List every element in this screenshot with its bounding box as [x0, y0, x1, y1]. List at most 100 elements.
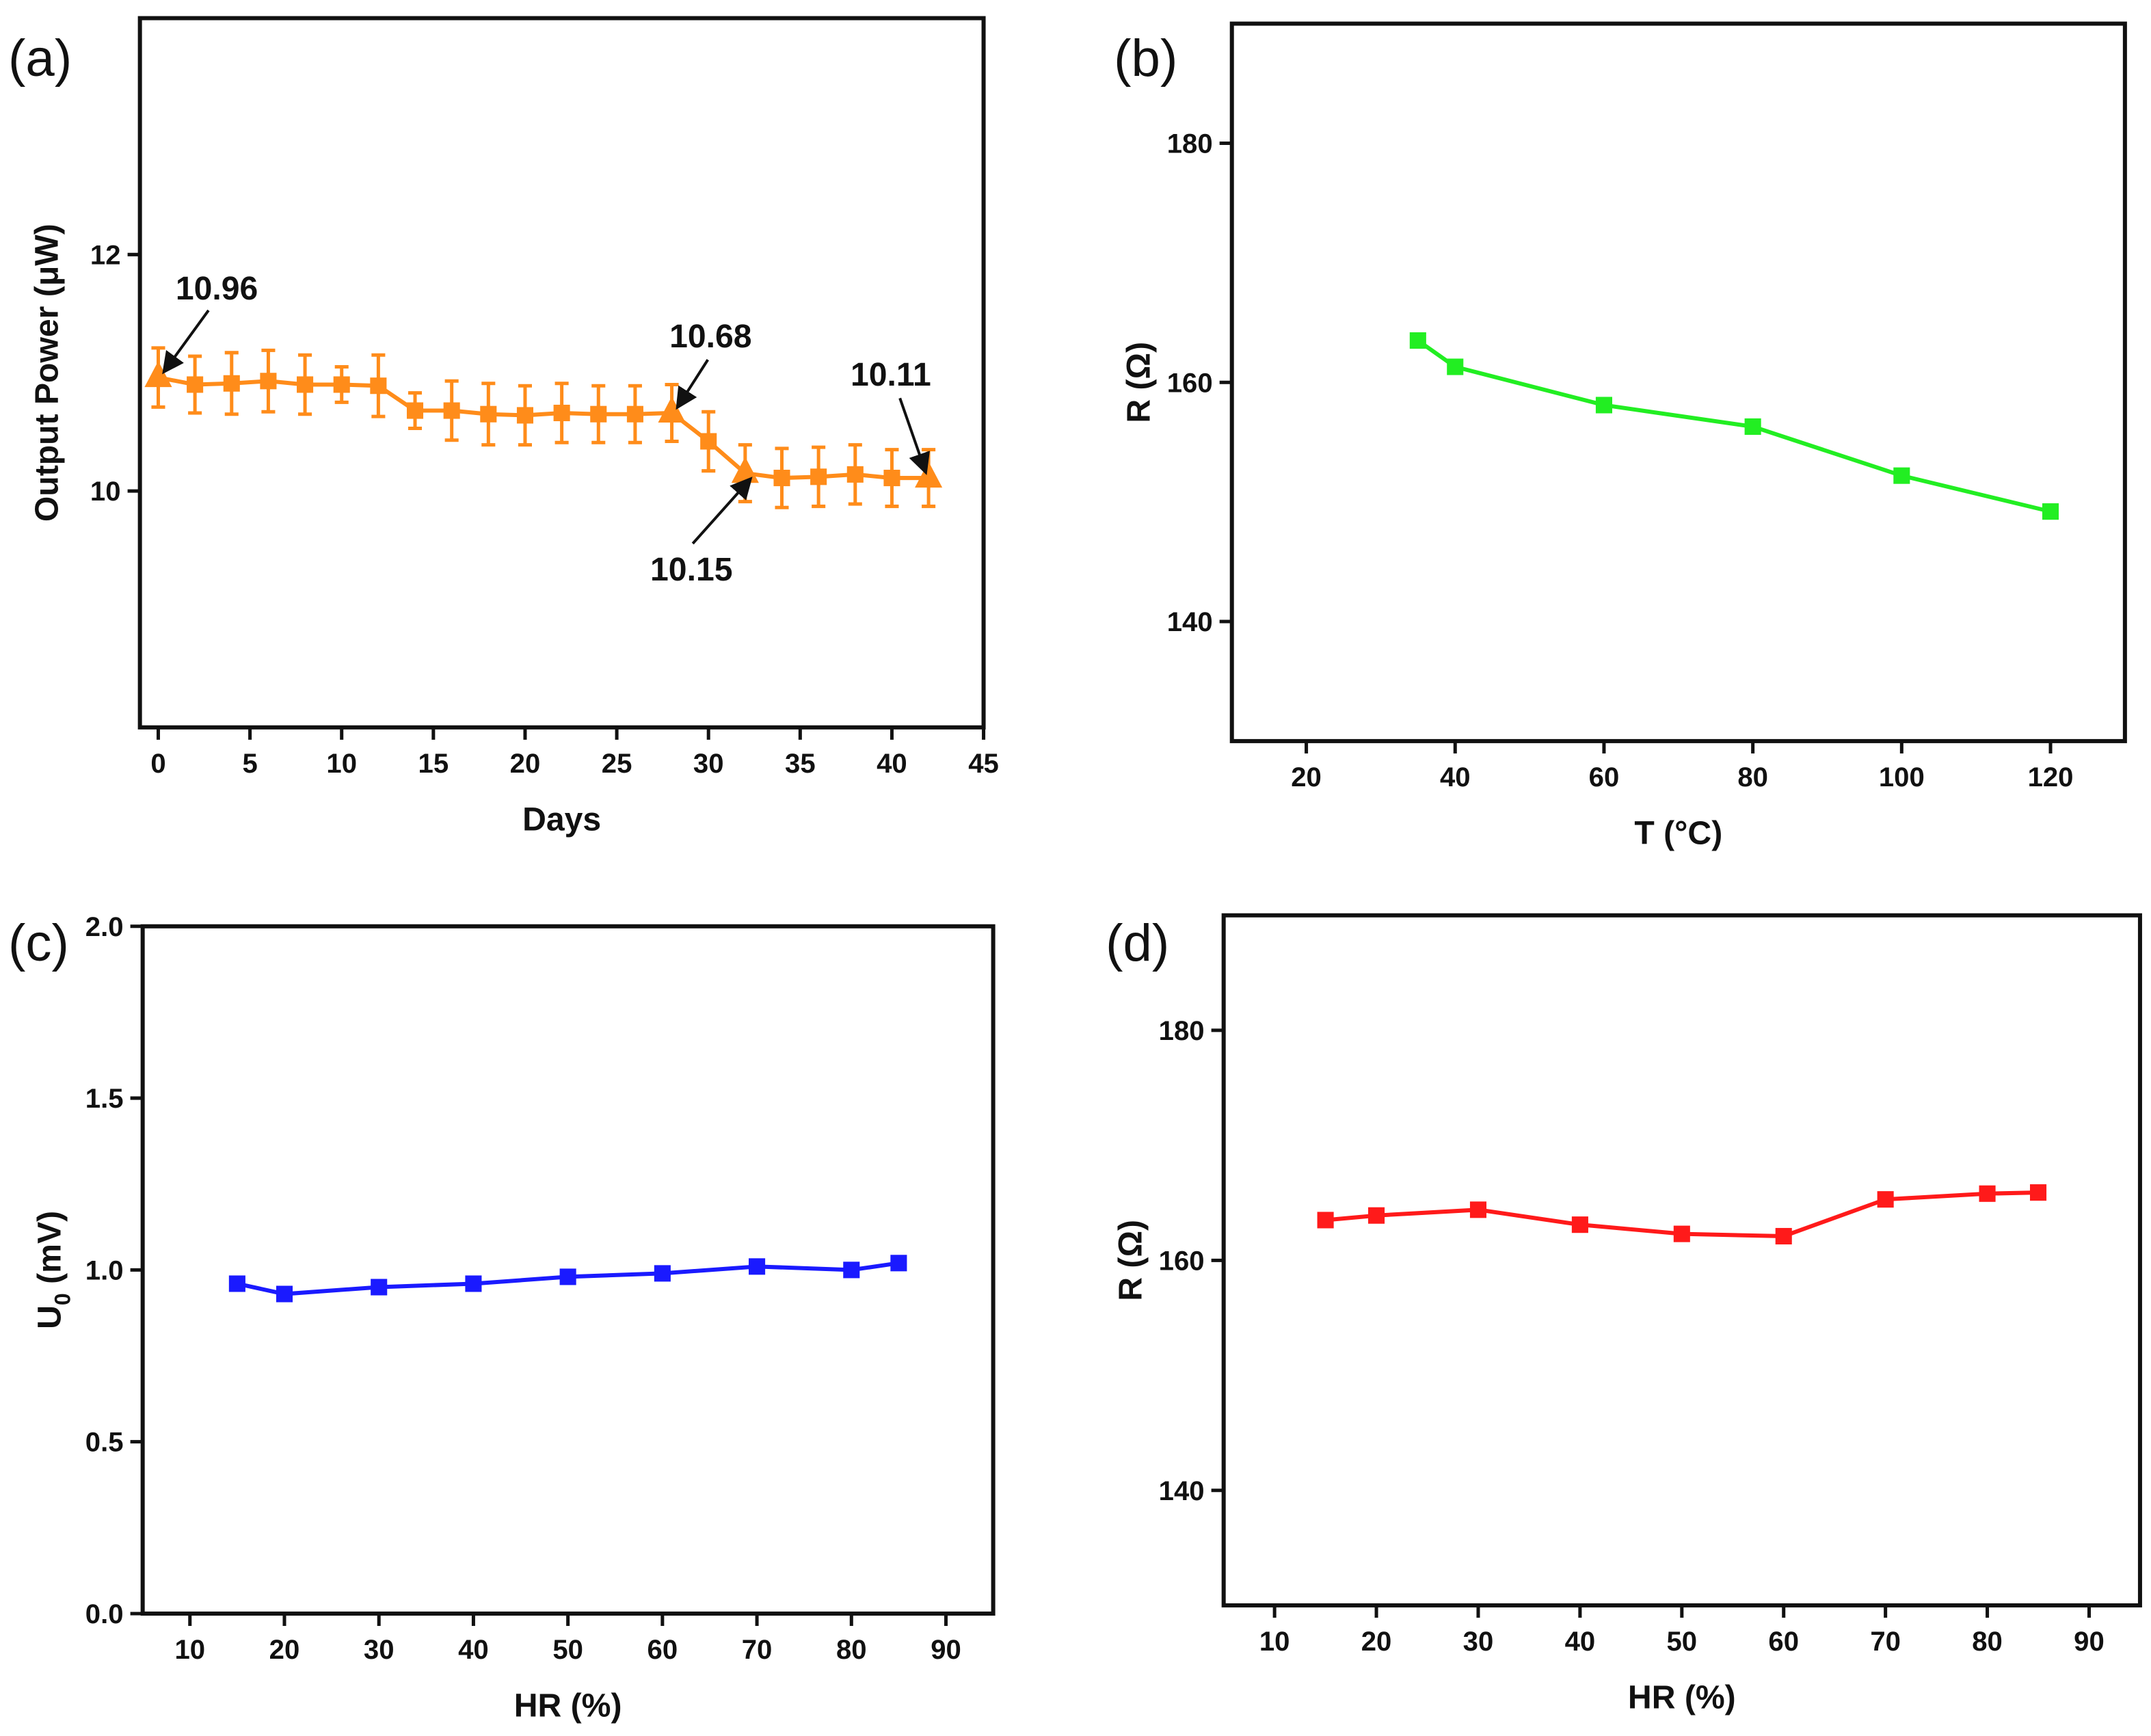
- y-axis-title-unit: (mV): [31, 1211, 68, 1293]
- data-point: [700, 433, 717, 450]
- x-tick-label: 20: [1361, 1626, 1392, 1657]
- data-point: [297, 376, 314, 393]
- data-point: [846, 466, 864, 483]
- data-point: [1368, 1207, 1385, 1224]
- panel-label-b: (b): [1114, 29, 1177, 88]
- panel-label-a: (a): [8, 29, 72, 88]
- series-line: [157, 375, 929, 481]
- x-tick-label: 50: [552, 1634, 583, 1665]
- data-point: [1744, 418, 1761, 435]
- x-tick-label: 30: [364, 1634, 395, 1665]
- chart-panel-c: 10 20 30 40 50 60 70 80 90 0.0 0.5 1.0 1.5 2.0 HR (%) U…: [31, 911, 996, 1724]
- data-point: [2042, 503, 2059, 520]
- data-point: [370, 377, 387, 395]
- data-point-triangle: [731, 457, 759, 483]
- x-tick-label: 60: [1768, 1626, 1799, 1657]
- x-tick-label: 10: [1259, 1626, 1290, 1657]
- data-point: [480, 405, 497, 423]
- chart-panel-b: 20 40 60 80 100 120 140 160 180 T (°C) R (Ω): [1120, 21, 2127, 851]
- y-tick-label: 10: [90, 476, 121, 507]
- y-tick-label: 12: [90, 239, 121, 270]
- x-tick-label: 40: [1565, 1626, 1596, 1657]
- x-tick-label: 30: [1463, 1626, 1494, 1657]
- x-tick-label: 90: [2074, 1626, 2105, 1657]
- y-axis-title-main: R (Ω): [1120, 342, 1157, 423]
- x-tick-label: 60: [647, 1634, 678, 1665]
- chart-panel-a: 0 5 10 15 20 25 30 35 40 45 10 12 Days Output Power (…: [28, 16, 999, 838]
- y-tick-label: 1.5: [85, 1083, 124, 1114]
- y-axis-title: R (Ω): [1112, 1220, 1149, 1301]
- data-point: [559, 1268, 576, 1285]
- data-point: [890, 1255, 907, 1272]
- annotation-label: 10.15: [650, 551, 732, 588]
- data-point: [654, 1265, 671, 1282]
- data-point: [843, 1261, 860, 1279]
- y-axis-title-main: U: [31, 1305, 68, 1329]
- data-point: [553, 404, 570, 422]
- x-tick-label: 60: [1589, 762, 1620, 792]
- annotation-label: 10.11: [851, 356, 931, 393]
- plot-frame: [1229, 21, 2127, 743]
- data-point-triangle: [144, 361, 172, 388]
- data-point: [223, 375, 240, 392]
- y-tick-label: 2.0: [85, 911, 124, 942]
- data-point: [371, 1279, 388, 1296]
- data-point: [276, 1285, 293, 1303]
- data-point: [260, 373, 277, 390]
- data-point: [883, 470, 900, 487]
- x-tick-label: 30: [693, 748, 724, 779]
- x-tick-label: 120: [2028, 762, 2074, 792]
- data-point: [187, 376, 204, 393]
- x-tick-label: 80: [1972, 1626, 2003, 1657]
- y-axis-title-main: Output Power (μW): [28, 224, 65, 522]
- y-tick-label: 0.5: [85, 1427, 124, 1458]
- y-axis-title-main: R (Ω): [1112, 1220, 1149, 1301]
- annotation-arrow: [676, 359, 709, 410]
- x-tick-label: 70: [742, 1634, 773, 1665]
- y-tick-label: 160: [1159, 1245, 1205, 1276]
- x-axis-title: T (°C): [1634, 814, 1722, 851]
- y-axis-title: R (Ω): [1120, 342, 1157, 423]
- data-point: [810, 468, 827, 485]
- x-tick-label: 25: [602, 748, 632, 779]
- data-point: [1317, 1212, 1334, 1229]
- x-axis-title: HR (%): [514, 1687, 622, 1724]
- x-tick-label: 10: [174, 1634, 205, 1665]
- data-point: [1595, 397, 1612, 414]
- data-point: [228, 1275, 245, 1292]
- x-tick-label: 10: [326, 748, 357, 779]
- x-tick-label: 5: [242, 748, 257, 779]
- data-point: [1469, 1201, 1487, 1218]
- x-tick-label: 40: [458, 1634, 489, 1665]
- data-point: [749, 1258, 766, 1275]
- panel-label-c: (c): [8, 914, 69, 972]
- annotation-label: 10.96: [176, 270, 258, 307]
- y-tick-label: 1.0: [85, 1255, 124, 1285]
- x-tick-label: 90: [931, 1634, 961, 1665]
- data-point: [1447, 358, 1464, 375]
- data-point: [590, 405, 607, 423]
- y-tick-label: 140: [1159, 1475, 1205, 1506]
- x-tick-label: 35: [785, 748, 816, 779]
- y-axis-title: U0 (mV): [31, 1211, 75, 1329]
- x-tick-label: 15: [418, 748, 449, 779]
- y-axis-title: Output Power (μW): [28, 224, 65, 522]
- panel-label-d: (d): [1106, 914, 1169, 972]
- x-tick-label: 80: [836, 1634, 867, 1665]
- data-point: [626, 405, 643, 423]
- series-line: [1417, 338, 2051, 514]
- data-point-triangle: [658, 396, 686, 423]
- annotation-arrow: [691, 477, 753, 545]
- data-point: [1979, 1185, 1996, 1202]
- x-tick-label: 0: [150, 748, 165, 779]
- plot-frame: [1221, 913, 2142, 1607]
- data-point: [1571, 1216, 1588, 1233]
- data-point: [1893, 467, 1910, 484]
- data-point: [1775, 1227, 1792, 1245]
- x-tick-label: 70: [1870, 1626, 1901, 1657]
- y-tick-label: 0.0: [85, 1599, 124, 1629]
- annotation-label: 10.68: [669, 318, 751, 355]
- x-axis-title: Days: [522, 801, 601, 838]
- data-point: [1877, 1191, 1894, 1208]
